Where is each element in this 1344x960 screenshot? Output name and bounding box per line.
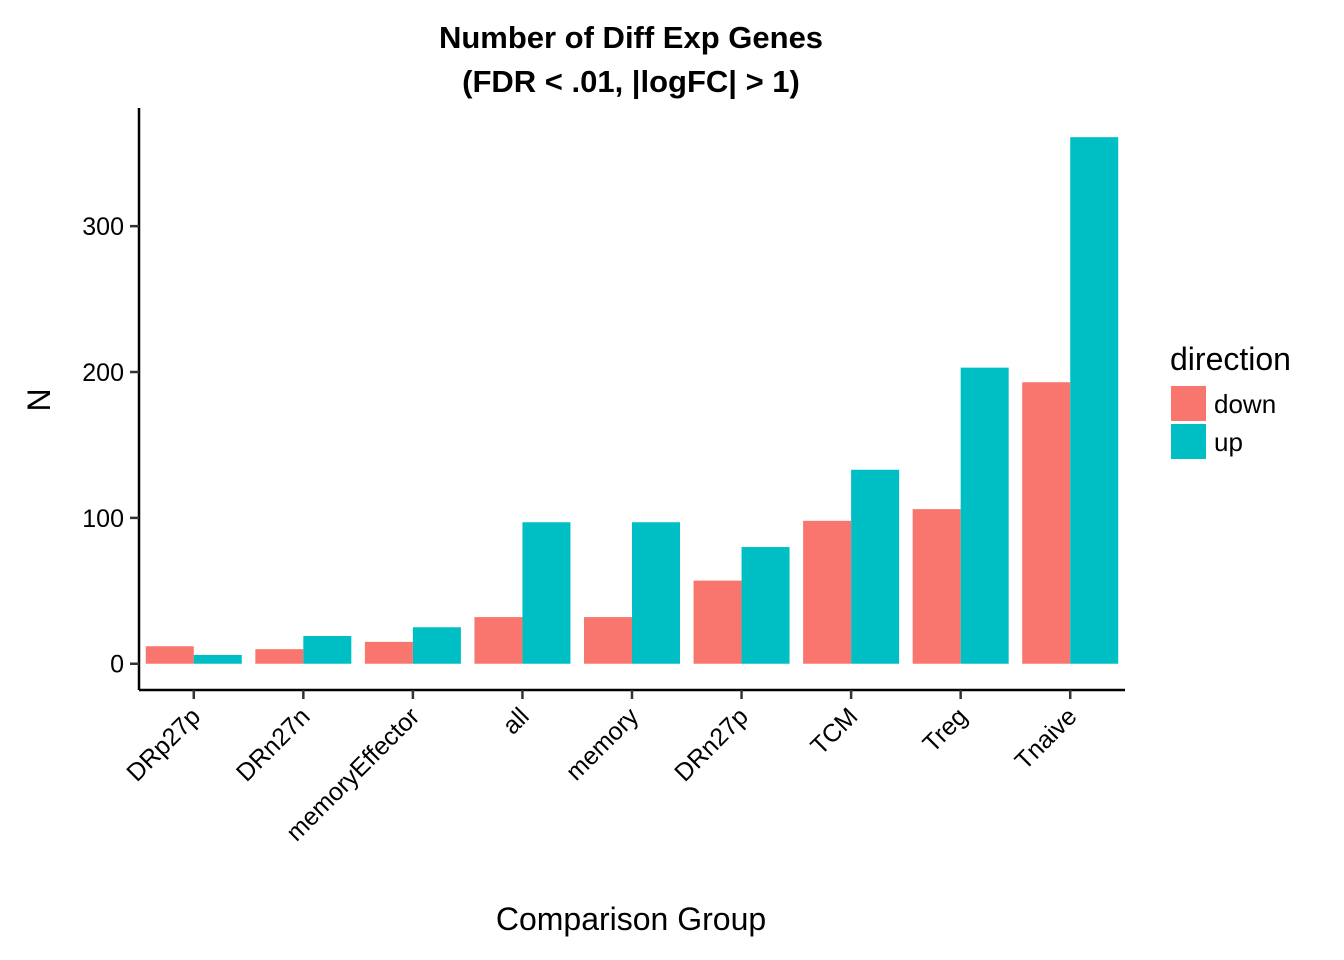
y-tick-label-300: 300 [82,213,124,241]
bar-up-memoryEffector [412,627,461,664]
bar-up-Tnaive [1070,137,1119,664]
x-tick-label-memory: memory [561,702,645,786]
x-tick-label-DRn27n: DRn27n [231,702,316,787]
x-tick-label-Tnaive: Tnaive [1010,702,1083,775]
legend-items: down up [1171,386,1276,459]
bar-up-TCM [851,469,900,664]
bar-down-DRp27p [145,646,194,664]
bar-down-Tnaive [1022,382,1071,664]
bar-up-memory [632,522,680,664]
bar-down-DRn27p [693,580,742,664]
bar-up-DRp27p [193,654,242,664]
bar-up-Treg [960,367,1009,664]
x-tick-label-Treg: Treg [917,702,972,757]
legend-key-down [1171,386,1206,421]
bar-up-DRn27p [741,547,790,664]
y-axis-title: N [21,388,57,411]
x-tick-label-DRp27p: DRp27p [121,702,206,787]
y-axis: 0 100 200 300 [82,108,141,690]
legend-title: direction [1170,341,1291,377]
legend-key-up [1171,424,1206,459]
x-tick-label-DRn27p: DRn27p [669,702,754,787]
bar-down-Treg [912,509,961,664]
bar-down-DRn27n [255,649,304,664]
chart-title-line-1: Number of Diff Exp Genes [439,20,823,55]
x-tick-label-all: all [497,702,534,739]
legend-label-down: down [1214,389,1276,419]
y-tick-label-100: 100 [82,505,124,533]
x-tick-label-TCM: TCM [805,702,863,760]
x-axis-title: Comparison Group [496,901,766,937]
y-tick-label-0: 0 [110,651,124,679]
bar-down-memory [584,617,632,664]
bar-up-DRn27n [303,636,352,664]
legend: direction down up [1170,341,1291,459]
bar-down-memoryEffector [364,641,413,664]
legend-label-up: up [1214,427,1243,457]
bar-up-all [522,522,571,664]
bars-group [145,137,1119,664]
bar-down-all [474,617,523,664]
chart-title-line-2: (FDR < .01, |logFC| > 1) [462,64,800,99]
y-tick-label-200: 200 [82,359,124,387]
bar-down-TCM [803,520,852,664]
